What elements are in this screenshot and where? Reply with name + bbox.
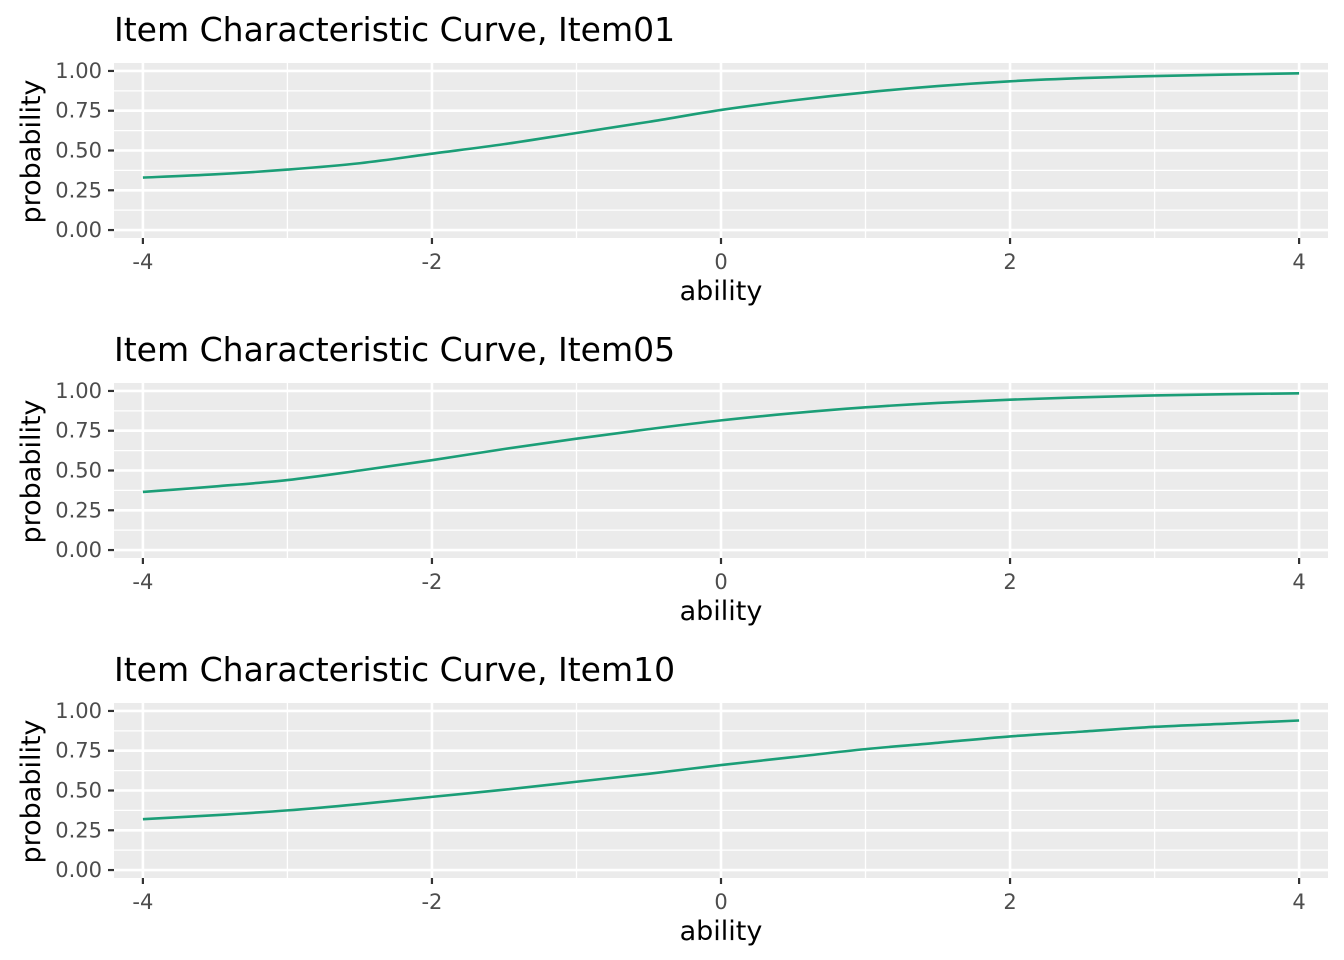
x-tick-label: 4 (1292, 250, 1305, 274)
icc-curve-line (142, 392, 1300, 494)
y-axis-title: probability (16, 399, 47, 543)
y-axis-title: probability (16, 719, 47, 863)
y-tick-label: 0.25 (55, 178, 102, 202)
y-tick-label: 1.00 (55, 59, 102, 83)
x-tick-label: 0 (714, 570, 727, 594)
y-tick-label: 0.25 (55, 818, 102, 842)
y-tick-label: 0.00 (55, 218, 102, 242)
y-tick-label: 0.00 (55, 538, 102, 562)
y-tick-label: 1.00 (55, 699, 102, 723)
y-tick-label: 0.50 (55, 779, 102, 803)
x-tick-label: 4 (1292, 570, 1305, 594)
x-tick-label: 2 (1003, 890, 1016, 914)
x-tick-label: -4 (132, 570, 153, 594)
x-tick-label: 2 (1003, 250, 1016, 274)
y-axis-title: probability (16, 79, 47, 223)
x-tick-label: -4 (132, 250, 153, 274)
y-tick-label: 0.50 (55, 139, 102, 163)
x-tick-label: 0 (714, 250, 727, 274)
icc-curve-line (142, 72, 1300, 179)
chart-title: Item Characteristic Curve, Item10 (114, 650, 675, 689)
x-tick-label: 2 (1003, 570, 1016, 594)
x-tick-label: -2 (421, 250, 442, 274)
y-tick-label: 0.50 (55, 459, 102, 483)
y-tick-label: 0.75 (55, 419, 102, 443)
chart-panel-1: Item Characteristic Curve, Item01 0.00 0.2… (16, 10, 1328, 307)
x-axis-title: ability (680, 276, 763, 307)
x-tick-label: 4 (1292, 890, 1305, 914)
chart-title: Item Characteristic Curve, Item01 (114, 10, 675, 49)
x-tick-label: -4 (132, 890, 153, 914)
chart-panel-3: Item Characteristic Curve, Item10 0.00 0.2… (16, 650, 1328, 947)
y-tick-label: 1.00 (55, 379, 102, 403)
chart-panel-2: Item Characteristic Curve, Item05 0.00 0.2… (16, 330, 1328, 627)
y-tick-label: 0.00 (55, 858, 102, 882)
x-axis-title: ability (680, 596, 763, 627)
y-tick-label: 0.75 (55, 99, 102, 123)
x-axis-title: ability (680, 916, 763, 947)
y-tick-label: 0.75 (55, 739, 102, 763)
x-tick-label: -2 (421, 570, 442, 594)
x-tick-label: 0 (714, 890, 727, 914)
x-tick-label: -2 (421, 890, 442, 914)
chart-title: Item Characteristic Curve, Item05 (114, 330, 675, 369)
icc-curve-line (142, 719, 1300, 821)
y-tick-label: 0.25 (55, 498, 102, 522)
